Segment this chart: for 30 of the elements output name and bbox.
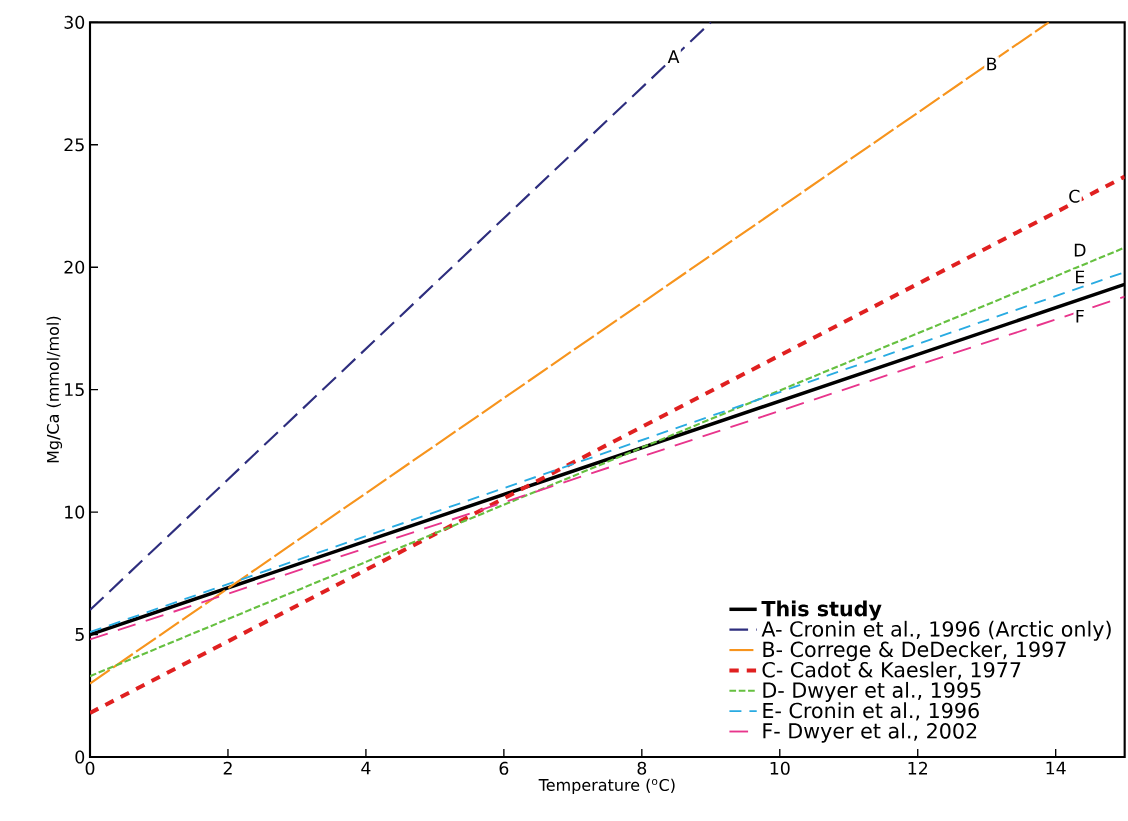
legend-label: B- Correge & DeDecker, 1997 — [763, 641, 1066, 662]
y-tick-label: 25 — [64, 138, 84, 152]
annotation: C — [1069, 189, 1080, 203]
annotation: A — [667, 50, 680, 63]
annotation: E — [1076, 270, 1085, 284]
x-tick-label: 2 — [223, 761, 232, 775]
x-tick-label: 12 — [908, 761, 928, 775]
x-tick-label: 0 — [85, 761, 95, 775]
annotation: D — [1074, 243, 1086, 257]
y-tick-label: 15 — [65, 383, 84, 397]
x-tick-label: 8 — [637, 761, 647, 775]
legend-label: D- Dwyer et al., 1995 — [763, 681, 981, 702]
y-tick-label: 20 — [64, 260, 85, 274]
x-tick-label: 4 — [361, 761, 371, 775]
y-tick-label: 0 — [75, 750, 85, 764]
y-tick-label: 5 — [75, 628, 84, 641]
legend-label: E- Cronin et al., 1996 — [763, 702, 979, 721]
annotation: B — [987, 57, 997, 71]
legend-label: C- Cadot & Kaesler, 1977 — [762, 661, 1021, 680]
x-tick-label: 6 — [499, 761, 509, 775]
annotation: F — [1076, 309, 1084, 323]
y-axis-title: Mg/Ca (mmol/mol) — [46, 316, 63, 463]
x-tick-label: 10 — [770, 761, 790, 775]
legend-label: This study — [761, 600, 882, 621]
x-tick-label: 14 — [1046, 761, 1066, 775]
x-axis-title: Temperature ($^{o}$C) — [538, 778, 675, 795]
legend-label: A- Cronin et al., 1996 (Arctic only) — [761, 620, 1111, 641]
y-tick-label: 10 — [65, 505, 85, 519]
y-tick-label: 30 — [64, 15, 85, 29]
legend-label: F- Dwyer et al., 2002 — [763, 722, 977, 743]
